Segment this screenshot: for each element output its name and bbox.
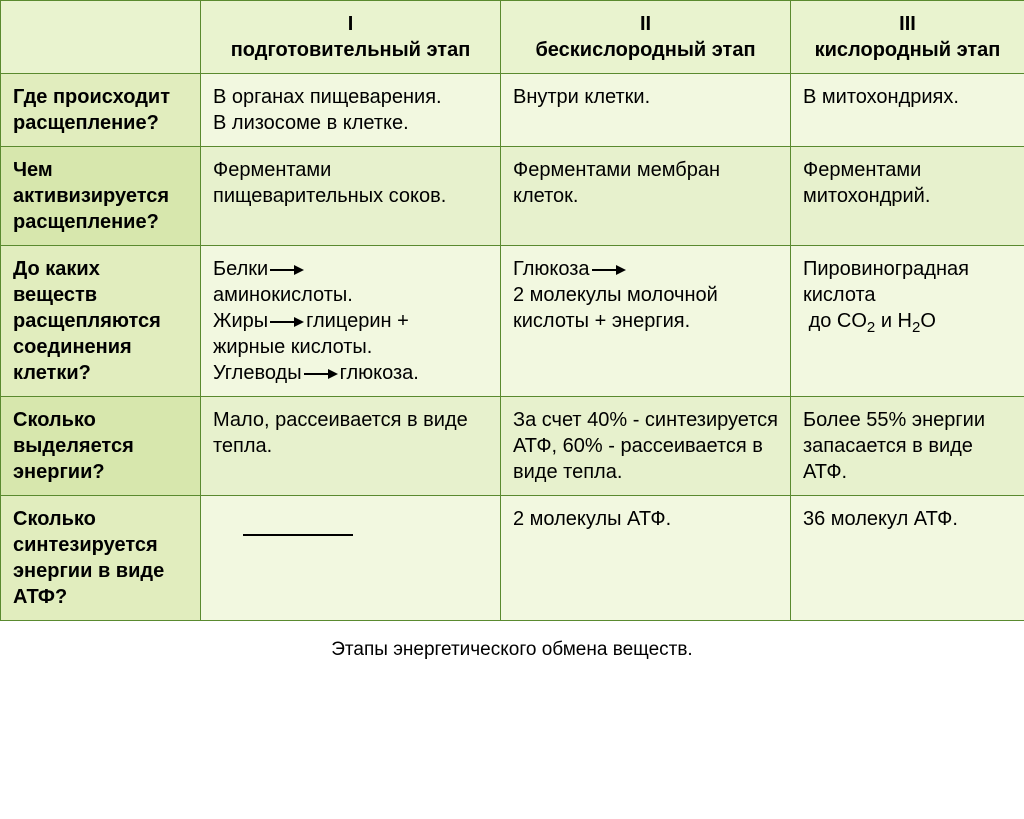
- cell-r1-c3: В митохондриях.: [791, 74, 1024, 147]
- header-label-3: кислородный этап: [803, 37, 1012, 63]
- cell-line: Белки: [213, 256, 488, 282]
- header-label-1: подготовительный этап: [213, 37, 488, 63]
- cell-text: жирные кислоты.: [213, 334, 488, 360]
- arrow-icon: [304, 370, 338, 378]
- cell-text: глицерин +: [306, 310, 409, 332]
- table-row: До каких веществ расщепляются соединения…: [1, 246, 1024, 397]
- cell-r4-c1: Мало, рассеивается в виде тепла.: [201, 397, 501, 496]
- row-question-4: Сколько выделяется энергии?: [1, 397, 201, 496]
- cell-text: В лизосоме в клетке.: [213, 110, 488, 136]
- cell-r2-c1: Ферментами пищеварительных соков.: [201, 147, 501, 246]
- arrow-icon: [270, 318, 304, 326]
- cell-text: O: [920, 310, 936, 332]
- row-question-3: До каких веществ расщепляются соединения…: [1, 246, 201, 397]
- header-label-2: бескислородный этап: [513, 37, 778, 63]
- cell-line: Глюкоза: [513, 256, 778, 282]
- header-col-1: I подготовительный этап: [201, 1, 501, 74]
- cell-text: 2 молекулы молочной кислоты + энергия.: [513, 282, 778, 334]
- header-num-2: II: [513, 11, 778, 37]
- cell-r3-c2: Глюкоза 2 молекулы молочной кислоты + эн…: [501, 246, 791, 397]
- row-question-1: Где происходит расщепление?: [1, 74, 201, 147]
- cell-text: до CO: [809, 310, 867, 332]
- cell-text: аминокислоты.: [213, 282, 488, 308]
- header-empty: [1, 1, 201, 74]
- header-col-2: II бескислородный этап: [501, 1, 791, 74]
- cell-r2-c3: Ферментами митохондрий.: [791, 147, 1024, 246]
- page-container: I подготовительный этап II бескислородны…: [0, 0, 1024, 671]
- cell-text: В органах пищеварения.: [213, 84, 488, 110]
- cell-line: Углеводы глюкоза.: [213, 360, 488, 386]
- cell-r5-c1: [201, 496, 501, 621]
- table-row: Сколько синтезируется энергии в виде АТФ…: [1, 496, 1024, 621]
- row-question-5: Сколько синтезируется энергии в виде АТФ…: [1, 496, 201, 621]
- header-num-3: III: [803, 11, 1012, 37]
- cell-text: и H: [875, 310, 912, 332]
- header-row: I подготовительный этап II бескислородны…: [1, 1, 1024, 74]
- table-caption: Этапы энергетического обмена веществ.: [0, 621, 1024, 671]
- table-row: Чем активизируется расщепление? Фермента…: [1, 147, 1024, 246]
- cell-text: Углеводы: [213, 362, 302, 384]
- cell-line: до CO2 и H2O: [803, 308, 1012, 334]
- subscript: 2: [867, 319, 875, 336]
- table-row: Где происходит расщепление? В органах пи…: [1, 74, 1024, 147]
- cell-line: Жиры глицерин +: [213, 308, 488, 334]
- arrow-icon: [270, 266, 304, 274]
- cell-r1-c2: Внутри клетки.: [501, 74, 791, 147]
- cell-text: Жиры: [213, 310, 268, 332]
- cell-r3-c1: Белки аминокислоты. Жиры глицерин + жирны…: [201, 246, 501, 397]
- cell-r5-c3: 36 молекул АТФ.: [791, 496, 1024, 621]
- header-col-3: III кислородный этап: [791, 1, 1024, 74]
- cell-r4-c2: За счет 40% - синтезируется АТФ, 60% - р…: [501, 397, 791, 496]
- cell-r5-c2: 2 молекулы АТФ.: [501, 496, 791, 621]
- cell-text: Пировиноградная кислота: [803, 256, 1012, 308]
- stages-table: I подготовительный этап II бескислородны…: [0, 0, 1024, 621]
- cell-text: Глюкоза: [513, 258, 590, 280]
- arrow-icon: [592, 266, 626, 274]
- cell-text: Белки: [213, 258, 268, 280]
- header-num-1: I: [213, 11, 488, 37]
- cell-r4-c3: Более 55% энергии запасается в виде АТФ.: [791, 397, 1024, 496]
- cell-r3-c3: Пировиноградная кислота до CO2 и H2O: [791, 246, 1024, 397]
- cell-r1-c1: В органах пищеварения. В лизосоме в клет…: [201, 74, 501, 147]
- cell-text: глюкоза.: [340, 362, 419, 384]
- dash-icon: [243, 534, 353, 536]
- row-question-2: Чем активизируется расщепление?: [1, 147, 201, 246]
- table-row: Сколько выделяется энергии? Мало, рассеи…: [1, 397, 1024, 496]
- cell-r2-c2: Ферментами мембран клеток.: [501, 147, 791, 246]
